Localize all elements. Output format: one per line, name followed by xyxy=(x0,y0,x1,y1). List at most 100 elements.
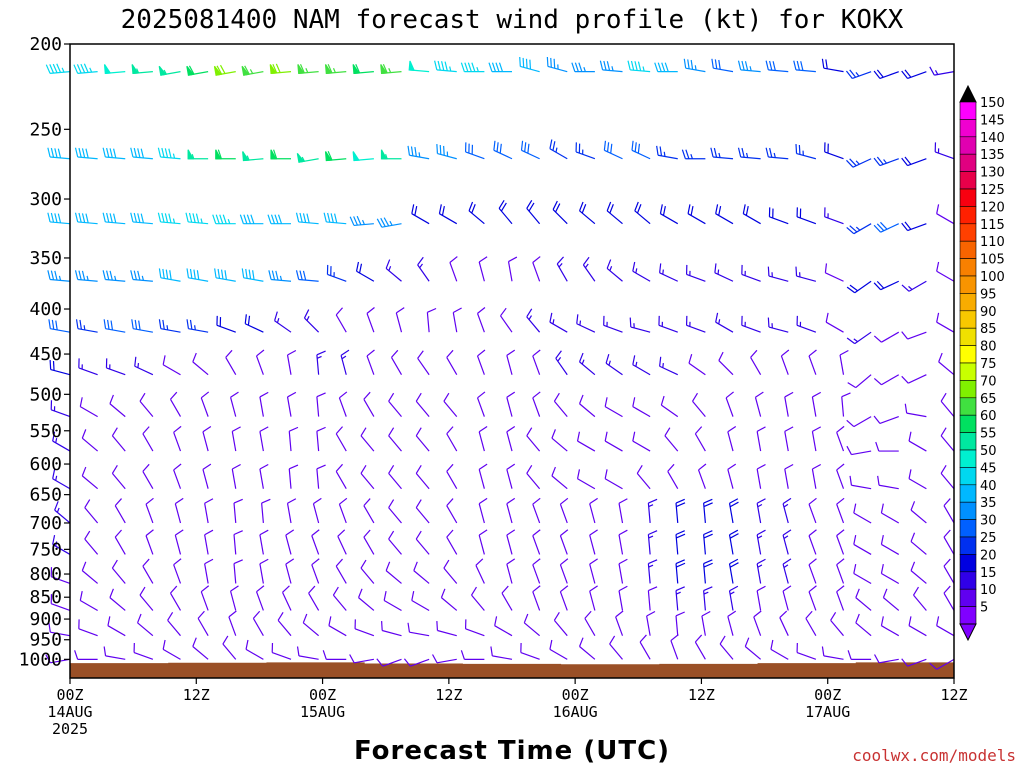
barb-full xyxy=(526,308,533,318)
barb-full xyxy=(846,226,855,235)
barb-staff xyxy=(780,355,789,375)
wind-barb xyxy=(231,463,241,489)
barb-full xyxy=(274,311,278,321)
wind-barb xyxy=(694,426,706,452)
barb-full xyxy=(54,213,58,223)
barb-full xyxy=(417,350,424,359)
colorbar-swatch xyxy=(959,240,977,259)
barb-full xyxy=(327,63,333,74)
barb-half xyxy=(418,152,421,158)
wind-barb xyxy=(415,530,430,555)
wind-barb xyxy=(157,212,181,225)
barb-full xyxy=(167,611,174,621)
wind-barb xyxy=(873,415,899,425)
barb-full xyxy=(446,529,454,538)
barb-full xyxy=(111,427,118,437)
wind-barb xyxy=(808,349,817,375)
barb-full xyxy=(821,646,825,656)
wind-barb xyxy=(836,497,845,524)
wind-barb xyxy=(381,621,402,637)
barb-full xyxy=(846,337,856,345)
barb-half xyxy=(855,226,861,231)
x-tick-label: 00Z xyxy=(309,686,336,704)
wind-barb xyxy=(103,646,126,660)
wind-barb xyxy=(241,65,264,76)
wind-barb xyxy=(186,319,209,333)
barb-staff xyxy=(465,628,485,637)
colorbar-swatch xyxy=(959,345,977,364)
wind-barb xyxy=(204,558,214,584)
barb-full xyxy=(849,225,858,233)
barb-full xyxy=(494,616,498,626)
barb-full xyxy=(173,463,182,471)
wind-barb xyxy=(756,529,766,555)
barb-flag xyxy=(296,152,305,163)
barb-full xyxy=(648,530,658,536)
wind-barb xyxy=(603,140,623,160)
wind-barb xyxy=(841,392,851,417)
barb-full xyxy=(84,499,91,508)
barb-staff xyxy=(796,651,817,660)
barb-full xyxy=(74,270,79,280)
barb-full xyxy=(78,147,82,158)
barb-full xyxy=(106,147,110,158)
barb-full xyxy=(102,147,106,158)
wind-barb xyxy=(555,350,568,376)
wind-barb xyxy=(114,529,126,555)
wind-barb xyxy=(578,201,596,225)
barb-full xyxy=(271,270,276,280)
barb-half xyxy=(279,275,283,281)
wind-barb xyxy=(782,558,792,584)
barb-full xyxy=(578,394,584,404)
barb-full xyxy=(630,60,635,71)
wind-barb xyxy=(784,426,794,452)
colorbar-swatch xyxy=(959,206,977,225)
barb-full xyxy=(388,427,395,437)
wind-barb xyxy=(901,280,927,292)
wind-barb xyxy=(242,151,264,162)
colorbar-label: 75 xyxy=(980,357,997,372)
wind-barb xyxy=(784,391,794,417)
barb-staff xyxy=(476,355,485,375)
wind-barb xyxy=(606,201,623,225)
barb-full xyxy=(808,497,817,505)
barb-full xyxy=(698,463,707,471)
barb-staff xyxy=(881,331,900,343)
barb-staff xyxy=(584,618,596,636)
barb-full xyxy=(737,60,742,71)
barb-full xyxy=(444,61,448,71)
barb-staff xyxy=(162,648,181,660)
wind-barb xyxy=(366,307,375,333)
wind-barb xyxy=(78,358,98,376)
barb-full xyxy=(432,654,438,664)
barb-full xyxy=(782,497,792,505)
wind-barb xyxy=(286,498,297,524)
barb-full xyxy=(460,62,465,72)
barb-full xyxy=(299,63,305,74)
wind-barb xyxy=(728,498,739,524)
barb-full xyxy=(765,60,769,71)
barb-staff xyxy=(233,563,237,584)
barb-full xyxy=(103,646,107,656)
wind-barb xyxy=(407,145,430,160)
barb-full xyxy=(222,635,229,645)
barb-full xyxy=(385,561,391,571)
barb-full xyxy=(216,65,223,75)
wind-barb xyxy=(929,658,955,670)
barb-staff xyxy=(808,564,817,584)
barb-staff xyxy=(604,406,623,418)
barb-staff xyxy=(784,431,789,452)
barb-half xyxy=(853,338,858,343)
barb-full xyxy=(217,268,221,279)
barb-full xyxy=(169,270,172,280)
barb-full xyxy=(52,469,56,479)
barb-half xyxy=(783,535,789,539)
barb-full xyxy=(330,213,334,223)
barb-full xyxy=(824,263,828,273)
barb-full xyxy=(589,585,598,592)
colorbar-label: 60 xyxy=(980,409,997,424)
wind-barb xyxy=(460,650,485,660)
barb-full xyxy=(193,269,196,280)
wind-barb xyxy=(756,463,766,489)
barb-staff xyxy=(286,503,292,524)
